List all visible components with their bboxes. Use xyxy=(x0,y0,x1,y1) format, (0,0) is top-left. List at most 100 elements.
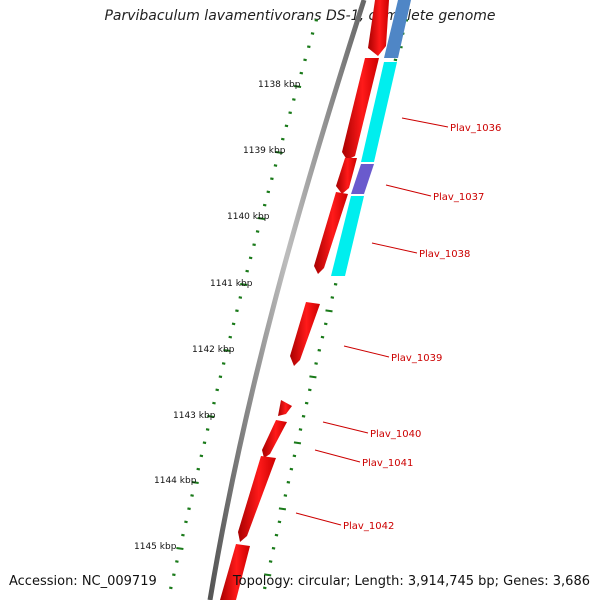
tick-label-1141: 1141 kbp xyxy=(210,279,253,289)
cds-block xyxy=(336,158,357,194)
gene-label-plav-1037: Plav_1037 xyxy=(433,192,484,203)
tick-label-1142: 1142 kbp xyxy=(192,345,235,355)
tick-label-1144: 1144 kbp xyxy=(154,476,197,486)
cds-block xyxy=(262,420,287,458)
gene-label-plav-1038: Plav_1038 xyxy=(419,249,470,260)
gene-label-plav-1040: Plav_1040 xyxy=(370,429,421,440)
cog-block-purple xyxy=(351,164,374,194)
minor-tick xyxy=(262,203,267,207)
minor-tick xyxy=(292,454,297,458)
major-tick xyxy=(275,151,283,154)
genome-backbone xyxy=(207,0,367,600)
major-tick xyxy=(264,573,272,577)
minor-tick xyxy=(306,45,311,49)
major-tick xyxy=(191,481,199,484)
gene-label-plav-1041: Plav_1041 xyxy=(362,458,413,469)
leader-line xyxy=(295,512,342,526)
minor-tick xyxy=(288,111,292,115)
minor-tick xyxy=(190,494,194,497)
cds-block xyxy=(368,0,389,56)
kbp-labels: 1138 kbp 1139 kbp 1140 kbp 1141 kbp 1142… xyxy=(134,80,301,552)
minor-tick xyxy=(271,546,276,550)
major-tick xyxy=(293,85,302,88)
minor-tick xyxy=(307,388,312,392)
minor-tick xyxy=(231,322,236,326)
gene-label-plav-1036: Plav_1036 xyxy=(450,123,501,134)
major-tick xyxy=(176,547,184,550)
leader-line xyxy=(343,345,390,358)
major-tick xyxy=(278,507,287,511)
cds-block xyxy=(342,58,379,160)
leader-line xyxy=(385,184,432,197)
minor-tick xyxy=(205,428,210,431)
minor-tick xyxy=(323,322,328,326)
minor-tick xyxy=(283,494,288,497)
gene-label-plav-1039: Plav_1039 xyxy=(391,353,442,364)
minor-tick xyxy=(175,560,179,563)
leader-line xyxy=(401,117,449,128)
leader-line xyxy=(322,421,369,434)
gene-label-plav-1042: Plav_1042 xyxy=(343,521,394,532)
minor-tick xyxy=(299,71,304,75)
minor-tick xyxy=(235,309,239,313)
cog-block-steel xyxy=(384,0,411,58)
leader-line xyxy=(314,449,361,463)
cog-block-cyan xyxy=(361,62,397,162)
minor-tick xyxy=(333,282,338,286)
major-tick xyxy=(309,375,317,379)
minor-tick xyxy=(184,520,188,524)
minor-tick xyxy=(268,560,273,563)
tick-label-1139: 1139 kbp xyxy=(243,146,286,156)
minor-tick xyxy=(252,243,256,247)
tick-label-1140: 1140 kbp xyxy=(227,212,270,222)
gene-leaders xyxy=(295,117,449,526)
minor-tick xyxy=(273,164,278,167)
minor-tick xyxy=(314,18,319,22)
minor-tick xyxy=(284,124,289,128)
minor-tick xyxy=(303,58,307,62)
minor-tick xyxy=(280,137,285,141)
minor-tick xyxy=(181,533,185,537)
minor-tick xyxy=(199,454,204,458)
minor-tick xyxy=(228,335,233,339)
minor-tick xyxy=(196,467,201,471)
minor-tick xyxy=(172,573,176,577)
minor-tick xyxy=(212,401,216,405)
accession: Accession: NC_009719 xyxy=(9,574,157,589)
major-tick xyxy=(207,415,215,418)
cog-track xyxy=(331,0,411,276)
cog-block-cyan xyxy=(331,196,364,276)
major-tick xyxy=(223,349,231,352)
cds-block xyxy=(290,302,320,366)
minor-tick xyxy=(301,414,306,418)
major-tick xyxy=(325,309,333,313)
minor-tick xyxy=(274,533,279,537)
minor-tick xyxy=(266,190,271,194)
minor-tick xyxy=(202,441,207,445)
minor-tick xyxy=(320,335,325,339)
minor-tick xyxy=(270,177,274,181)
minor-tick xyxy=(277,520,282,524)
topology-info: Topology: circular; Length: 3,914,745 bp… xyxy=(232,574,590,589)
cds-block xyxy=(278,400,292,416)
cds-block xyxy=(314,192,348,274)
cds-track xyxy=(220,0,389,600)
minor-tick xyxy=(317,348,322,352)
leader-line xyxy=(371,242,418,254)
minor-tick xyxy=(286,480,291,484)
minor-tick xyxy=(187,507,191,511)
minor-tick xyxy=(215,388,219,392)
minor-tick xyxy=(238,296,243,299)
minor-tick xyxy=(298,428,303,431)
minor-tick xyxy=(221,362,226,365)
minor-tick xyxy=(292,98,296,101)
minor-tick xyxy=(304,401,309,405)
major-tick xyxy=(257,217,265,220)
tick-label-1145: 1145 kbp xyxy=(134,542,177,552)
minor-tick xyxy=(289,467,294,471)
minor-tick xyxy=(245,269,249,273)
outer-tick-ring xyxy=(169,18,319,590)
minor-tick xyxy=(310,32,315,35)
minor-tick xyxy=(169,586,173,590)
